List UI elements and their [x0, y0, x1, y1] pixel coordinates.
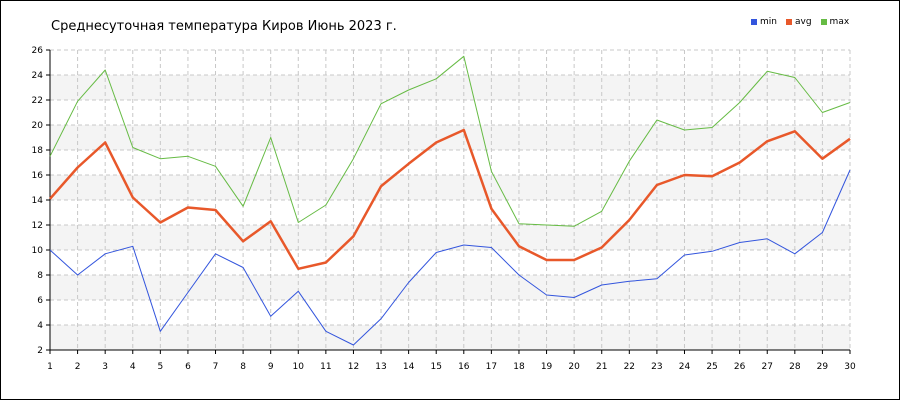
y-tick-label: 10	[32, 246, 44, 256]
y-tick-label: 20	[32, 121, 44, 131]
x-tick-label: 29	[817, 362, 829, 372]
series-line-avg	[49, 128, 851, 271]
grid-band	[50, 75, 850, 100]
x-tick-label: 24	[679, 362, 691, 372]
x-tick-label: 27	[762, 362, 773, 372]
x-tick-label: 15	[430, 362, 441, 372]
x-tick-label: 23	[651, 362, 662, 372]
series-line-max	[49, 55, 851, 227]
x-tick-label: 22	[624, 362, 635, 372]
x-tick-label: 14	[403, 362, 415, 372]
x-tick-label: 8	[240, 362, 246, 372]
y-tick-label: 6	[37, 296, 43, 306]
x-tick-label: 30	[844, 362, 856, 372]
grid-band	[50, 225, 850, 250]
y-tick-label: 2	[37, 346, 43, 356]
grid-band	[50, 275, 850, 300]
x-tick-label: 6	[185, 362, 191, 372]
x-tick-label: 4	[130, 362, 136, 372]
x-tick-label: 17	[486, 362, 497, 372]
x-tick-label: 10	[293, 362, 305, 372]
x-tick-label: 18	[513, 362, 525, 372]
x-tick-label: 11	[320, 362, 331, 372]
y-tick-label: 26	[32, 46, 44, 56]
x-tick-label: 19	[541, 362, 553, 372]
x-tick-label: 12	[348, 362, 359, 372]
x-tick-label: 1	[47, 362, 53, 372]
series-line-min	[49, 169, 851, 346]
y-tick-label: 24	[32, 71, 44, 81]
y-tick-label: 4	[37, 321, 43, 331]
x-tick-label: 25	[706, 362, 717, 372]
legend-item-avg: avg	[785, 17, 812, 27]
x-tick-label: 9	[268, 362, 274, 372]
legend: min avg max	[751, 17, 849, 27]
legend-swatch-avg	[785, 19, 792, 25]
y-tick-label: 18	[32, 146, 44, 156]
grid-band	[50, 175, 850, 200]
chart-title: Среднесуточная температура Киров Июнь 20…	[51, 19, 397, 34]
y-tick-label: 16	[32, 171, 44, 181]
x-tick-label: 20	[568, 362, 580, 372]
legend-item-min: min	[751, 17, 777, 27]
x-tick-label: 5	[157, 362, 163, 372]
y-tick-label: 14	[32, 196, 44, 206]
x-tick-label: 16	[458, 362, 470, 372]
y-tick-label: 12	[32, 221, 43, 231]
legend-label-max: max	[829, 17, 850, 27]
x-tick-label: 13	[375, 362, 386, 372]
x-tick-label: 2	[75, 362, 81, 372]
x-tick-label: 28	[789, 362, 801, 372]
legend-label-avg: avg	[794, 17, 812, 27]
x-tick-label: 21	[596, 362, 607, 372]
y-tick-label: 22	[32, 96, 43, 106]
x-tick-label: 3	[102, 362, 108, 372]
legend-swatch-max	[820, 19, 827, 25]
legend-item-max: max	[820, 17, 850, 27]
x-tick-label: 7	[213, 362, 219, 372]
grid-band	[50, 325, 850, 350]
legend-swatch-min	[751, 19, 757, 25]
y-tick-label: 8	[37, 271, 43, 281]
x-tick-label: 26	[734, 362, 746, 372]
legend-label-min: min	[760, 17, 777, 27]
